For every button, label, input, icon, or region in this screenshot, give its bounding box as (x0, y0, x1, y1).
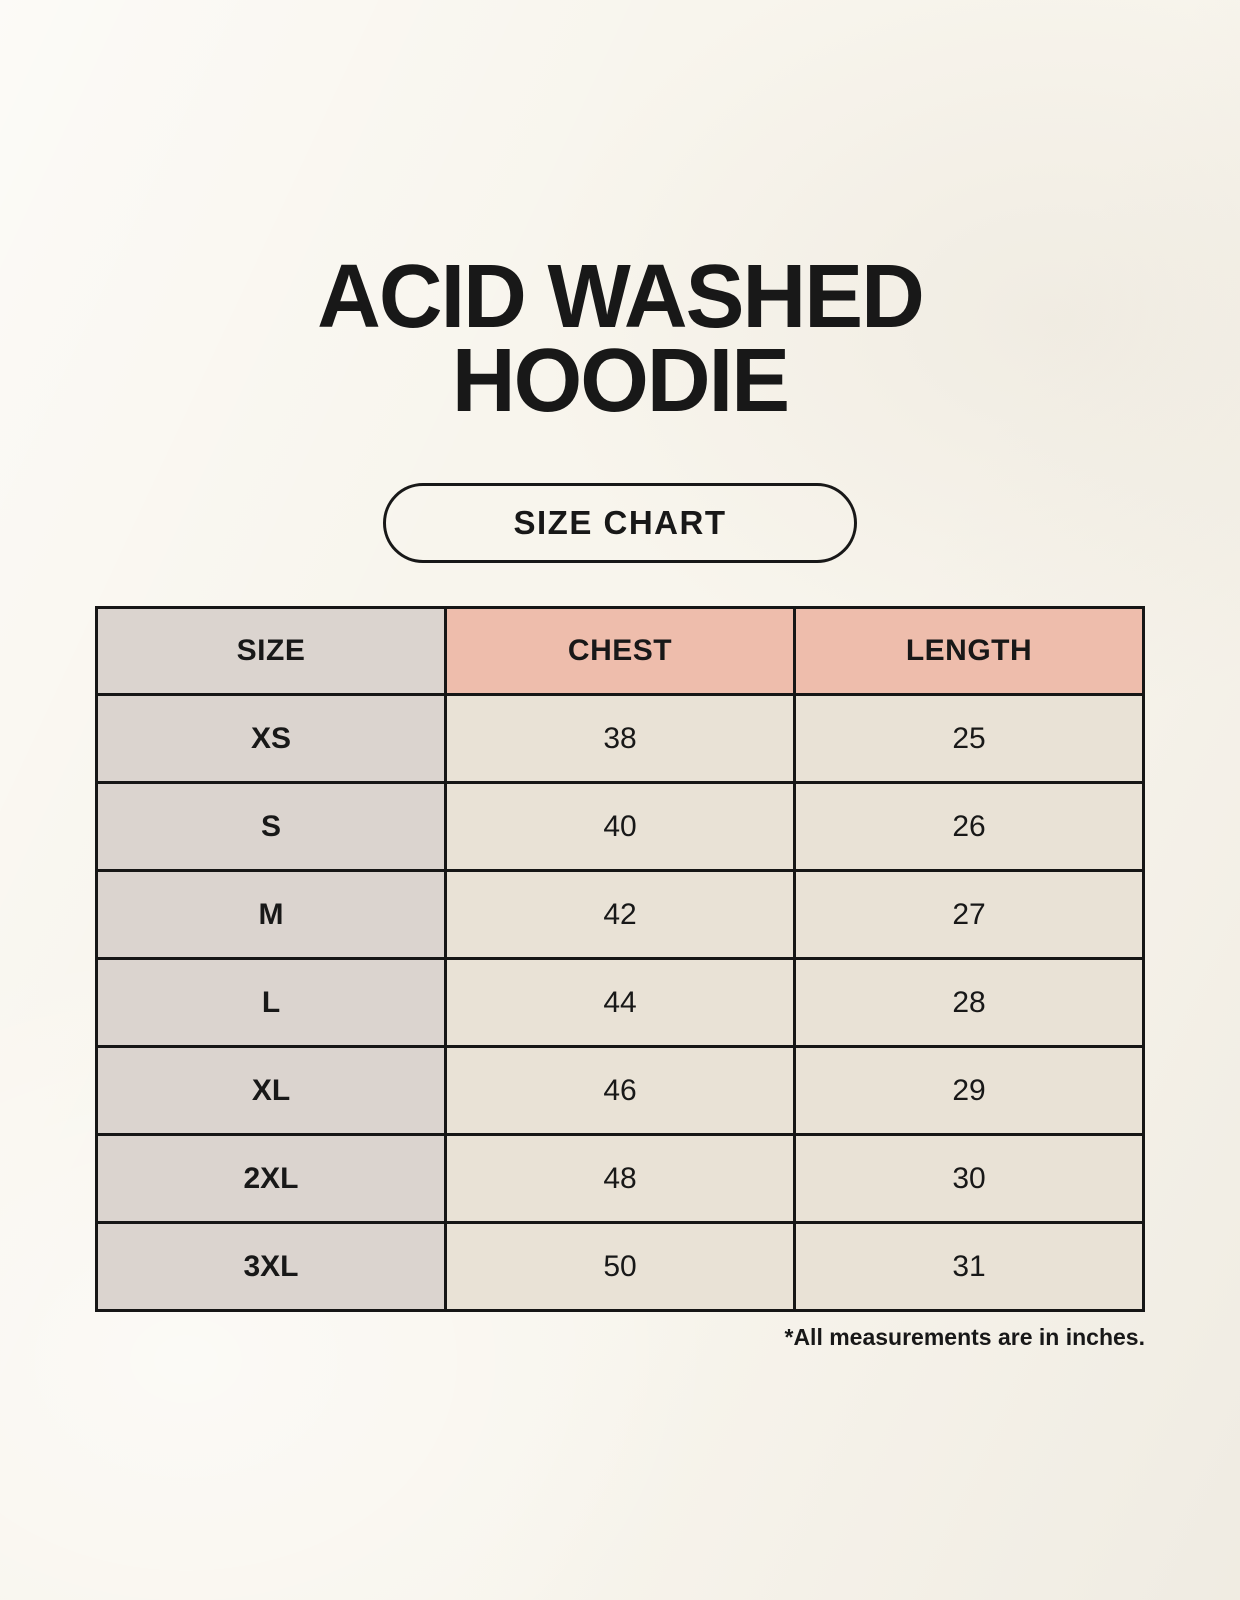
product-title-line1: ACID WASHED (317, 247, 925, 347)
length-value: 26 (793, 781, 1145, 873)
chest-value: 42 (444, 869, 796, 961)
table-row: M 42 27 (95, 869, 1145, 961)
length-value: 27 (793, 869, 1145, 961)
length-value: 31 (793, 1221, 1145, 1313)
size-label: XS (95, 693, 447, 785)
column-header-chest: CHEST (444, 606, 796, 697)
size-label: 3XL (95, 1221, 447, 1313)
size-label: M (95, 869, 447, 961)
table-row: XL 46 29 (95, 1045, 1145, 1137)
table-row: L 44 28 (95, 957, 1145, 1049)
size-chart-button-label: SIZE CHART (513, 504, 727, 542)
length-value: 29 (793, 1045, 1145, 1137)
chest-value: 38 (444, 693, 796, 785)
product-title-line2: HOODIE (451, 330, 790, 431)
chest-value: 40 (444, 781, 796, 873)
column-header-length: LENGTH (793, 606, 1145, 697)
size-label: L (95, 957, 447, 1049)
table-row: 2XL 48 30 (95, 1133, 1145, 1225)
table-row: XS 38 25 (95, 693, 1145, 785)
table-header-row: SIZE CHEST LENGTH (95, 606, 1145, 697)
chest-value: 50 (444, 1221, 796, 1313)
length-value: 25 (793, 693, 1145, 785)
length-value: 28 (793, 957, 1145, 1049)
table-row: S 40 26 (95, 781, 1145, 873)
product-title: ACID WASHED HOODIE (12, 0, 1227, 431)
size-label: S (95, 781, 447, 873)
chest-value: 48 (444, 1133, 796, 1225)
size-label: 2XL (95, 1133, 447, 1225)
column-header-size: SIZE (95, 606, 447, 697)
table-row: 3XL 50 31 (95, 1221, 1145, 1313)
chest-value: 46 (444, 1045, 796, 1137)
length-value: 30 (793, 1133, 1145, 1225)
size-chart-button[interactable]: SIZE CHART (383, 483, 857, 564)
size-label: XL (95, 1045, 447, 1137)
size-chart-button-wrap: SIZE CHART (0, 483, 1240, 564)
measurements-footnote: *All measurements are in inches. (784, 1324, 1146, 1351)
size-table: SIZE CHEST LENGTH XS 38 25 S 40 26 M 42 … (95, 606, 1145, 1313)
chest-value: 44 (444, 957, 796, 1049)
